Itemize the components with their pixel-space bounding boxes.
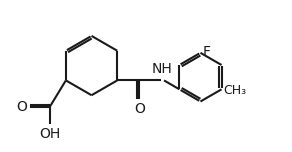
Text: O: O bbox=[16, 100, 27, 114]
Text: CH₃: CH₃ bbox=[223, 84, 246, 97]
Text: OH: OH bbox=[39, 126, 60, 140]
Text: F: F bbox=[202, 45, 210, 59]
Text: O: O bbox=[134, 102, 145, 116]
Text: NH: NH bbox=[151, 62, 172, 76]
